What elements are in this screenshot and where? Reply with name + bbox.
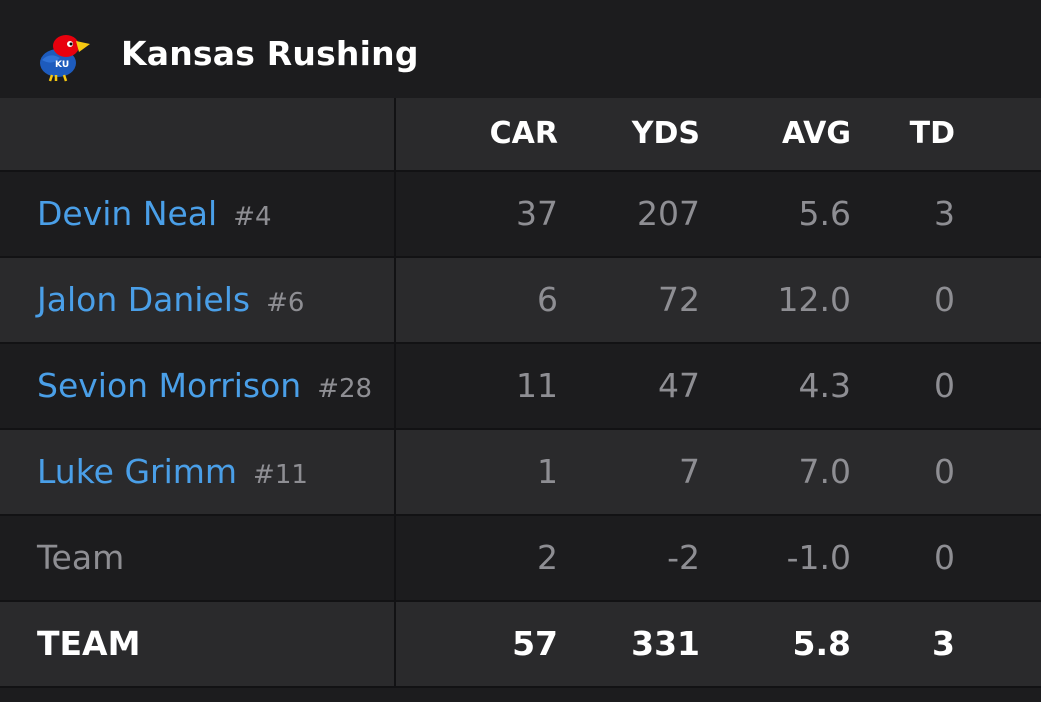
- yds-value: 207: [637, 194, 700, 233]
- jersey-number: #11: [253, 460, 308, 490]
- avg-total: 5.8: [792, 624, 851, 663]
- table-row: Devin Neal #4 37 207 5.6 3: [0, 172, 1041, 256]
- totals-row: TEAM 57 331 5.8 3: [0, 602, 1041, 686]
- divider: [0, 256, 1041, 258]
- td-value: 0: [934, 280, 955, 319]
- jersey-number: #4: [233, 202, 272, 232]
- table-row: Jalon Daniels #6 6 72 12.0 0: [0, 258, 1041, 342]
- td-value: 0: [934, 452, 955, 491]
- team-label: Team: [37, 538, 125, 577]
- totals-label: TEAM: [37, 624, 141, 663]
- column-divider: [394, 258, 396, 342]
- yds-total: 331: [631, 624, 700, 663]
- td-value: 3: [934, 194, 955, 233]
- table-row: Sevion Morrison #28 11 47 4.3 0: [0, 344, 1041, 428]
- player-name[interactable]: Sevion Morrison: [37, 366, 302, 405]
- avg-value: 12.0: [777, 280, 851, 319]
- player-link[interactable]: Sevion Morrison #28: [37, 344, 372, 428]
- column-divider: [394, 516, 396, 600]
- avg-value: 4.3: [798, 366, 851, 405]
- td-value: 0: [934, 538, 955, 577]
- column-header-avg[interactable]: AVG: [781, 116, 851, 151]
- player-link[interactable]: Devin Neal #4: [37, 172, 272, 256]
- yds-value: 7: [679, 452, 700, 491]
- table-row: Luke Grimm #11 1 7 7.0 0: [0, 430, 1041, 514]
- car-value: 2: [537, 538, 558, 577]
- yds-value: 72: [658, 280, 700, 319]
- table-header-row: CAR YDS AVG TD: [0, 98, 1041, 170]
- column-divider: [394, 602, 396, 686]
- car-value: 1: [537, 452, 558, 491]
- page-title: Kansas Rushing: [121, 34, 419, 73]
- section-header: KU Kansas Rushing: [0, 0, 1041, 98]
- avg-value: -1.0: [786, 538, 851, 577]
- player-link[interactable]: Jalon Daniels #6: [37, 258, 304, 342]
- column-divider: [394, 344, 396, 428]
- yds-value: 47: [658, 366, 700, 405]
- car-value: 11: [516, 366, 558, 405]
- column-header-car[interactable]: CAR: [489, 116, 558, 151]
- divider: [0, 514, 1041, 516]
- column-divider: [394, 172, 396, 256]
- td-total: 3: [932, 624, 955, 663]
- avg-value: 7.0: [798, 452, 851, 491]
- player-name[interactable]: Devin Neal: [37, 194, 218, 233]
- divider: [0, 428, 1041, 430]
- rushing-table: CAR YDS AVG TD Devin Neal #4 37 207 5.6 3…: [0, 98, 1041, 688]
- table-row: Team 2 -2 -1.0 0: [0, 516, 1041, 600]
- yds-value: -2: [667, 538, 700, 577]
- td-value: 0: [934, 366, 955, 405]
- divider: [0, 342, 1041, 344]
- player-name[interactable]: Jalon Daniels: [37, 280, 251, 319]
- divider: [0, 686, 1041, 688]
- jersey-number: #28: [317, 374, 373, 404]
- divider: [0, 170, 1041, 172]
- avg-value: 5.6: [798, 194, 851, 233]
- player-link[interactable]: Luke Grimm #11: [37, 430, 308, 514]
- kansas-jayhawk-logo-icon: KU: [40, 35, 90, 82]
- car-total: 57: [512, 624, 558, 663]
- jersey-number: #6: [266, 288, 305, 318]
- car-value: 6: [537, 280, 558, 319]
- car-value: 37: [516, 194, 558, 233]
- divider: [0, 600, 1041, 602]
- column-divider: [394, 430, 396, 514]
- column-divider: [394, 98, 396, 170]
- column-header-td[interactable]: TD: [909, 116, 955, 151]
- logo-text: KU: [55, 60, 69, 70]
- column-header-yds[interactable]: YDS: [631, 116, 700, 151]
- player-name[interactable]: Luke Grimm: [37, 452, 238, 491]
